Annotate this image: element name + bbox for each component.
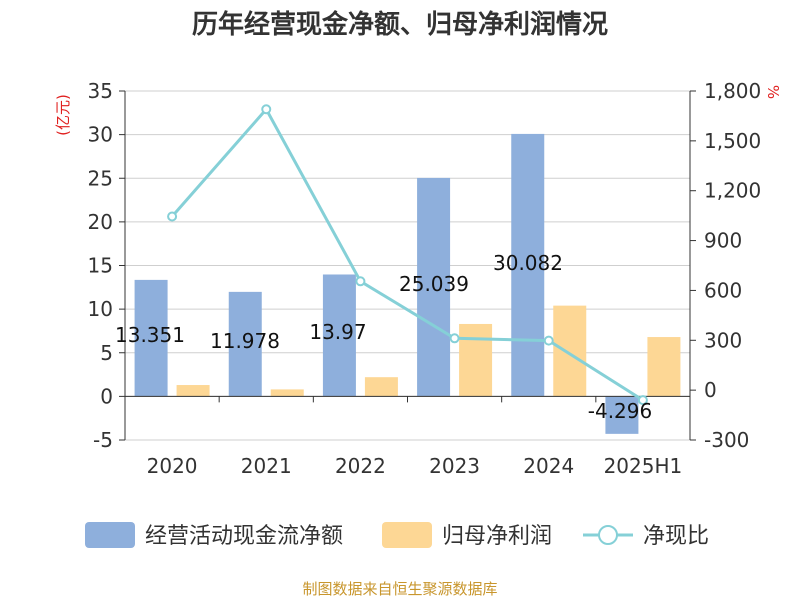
data-labels: 13.351 11.978 13.97 25.039 30.082 -4.296 bbox=[115, 251, 652, 423]
ratio-line-series bbox=[167, 104, 648, 406]
cash-flow-bar bbox=[417, 177, 451, 397]
left-tick-label: 5 bbox=[100, 341, 113, 365]
chart-title: 历年经营现金净额、归母净利润情况 bbox=[192, 9, 608, 40]
x-tick-label: 2023 bbox=[429, 454, 480, 478]
ratio-point bbox=[355, 276, 366, 287]
left-axis-ticks: -5 0 5 10 15 20 25 30 35 bbox=[88, 79, 125, 452]
legend: 经营活动现金流净额 归母净利润 净现比 bbox=[85, 522, 709, 549]
left-axis-unit: (亿元) bbox=[54, 94, 72, 136]
ratio-line bbox=[170, 106, 644, 402]
left-tick-label: 25 bbox=[88, 166, 113, 190]
right-tick-label: -300 bbox=[704, 428, 749, 452]
x-tick-label: 2021 bbox=[241, 454, 292, 478]
right-tick-label: 900 bbox=[704, 229, 742, 253]
cash-flow-data-label: 11.978 bbox=[210, 329, 280, 353]
net-profit-bar bbox=[459, 323, 493, 397]
legend-swatch-cash-flow bbox=[85, 522, 135, 548]
right-tick-label: 1,500 bbox=[704, 129, 761, 153]
right-tick-label: 1,800 bbox=[704, 79, 761, 103]
ratio-point bbox=[449, 333, 460, 344]
cash-flow-data-label: 30.082 bbox=[493, 251, 563, 275]
legend-label-cash-flow: 经营活动现金流净额 bbox=[145, 524, 343, 549]
left-tick-label: -5 bbox=[93, 428, 113, 452]
x-axis-ticks: 2020 2021 2022 2023 2024 2025H1 bbox=[124, 396, 691, 478]
right-axis-ticks: -300 0 300 600 900 1,200 1,500 1,800 bbox=[690, 79, 761, 452]
right-tick-label: 300 bbox=[704, 328, 742, 352]
net-profit-bar bbox=[176, 385, 210, 397]
bars bbox=[134, 133, 681, 434]
ratio-point bbox=[543, 335, 554, 346]
right-tick-label: 1,200 bbox=[704, 179, 761, 203]
x-tick-label: 2022 bbox=[335, 454, 386, 478]
x-tick-label: 2024 bbox=[523, 454, 574, 478]
left-tick-label: 0 bbox=[100, 384, 113, 408]
cash-flow-bar bbox=[228, 291, 262, 397]
cash-flow-data-label: 13.97 bbox=[309, 320, 366, 344]
net-profit-bar bbox=[364, 377, 398, 397]
net-profit-bar bbox=[553, 305, 587, 397]
ratio-point bbox=[261, 104, 272, 115]
cash-flow-bar bbox=[605, 396, 639, 434]
ratio-point bbox=[637, 395, 648, 406]
cash-flow-bar bbox=[511, 133, 545, 397]
legend-marker-ratio bbox=[598, 525, 618, 545]
ratio-point bbox=[167, 211, 178, 222]
cash-flow-bar bbox=[322, 274, 356, 397]
right-tick-label: 0 bbox=[704, 378, 717, 402]
x-tick-label: 2025H1 bbox=[604, 454, 683, 478]
left-tick-label: 35 bbox=[88, 79, 113, 103]
x-tick-label: 2020 bbox=[147, 454, 198, 478]
net-profit-bar bbox=[647, 337, 681, 397]
left-tick-label: 30 bbox=[88, 123, 113, 147]
grid bbox=[125, 90, 690, 441]
net-profit-bar bbox=[270, 389, 304, 397]
left-tick-label: 15 bbox=[88, 254, 113, 278]
cash-flow-data-label: 13.351 bbox=[115, 323, 185, 347]
legend-label-ratio: 净现比 bbox=[643, 524, 709, 549]
right-tick-label: 600 bbox=[704, 278, 742, 302]
cash-flow-bar bbox=[134, 279, 168, 397]
legend-label-net-profit: 归母净利润 bbox=[442, 524, 552, 549]
legend-swatch-net-profit bbox=[382, 522, 432, 548]
cash-flow-data-label: 25.039 bbox=[399, 272, 469, 296]
left-tick-label: 10 bbox=[88, 297, 113, 321]
right-axis-unit: % bbox=[764, 85, 782, 99]
left-tick-label: 20 bbox=[88, 210, 113, 234]
cash-flow-data-label: -4.296 bbox=[588, 399, 652, 423]
source-text: 制图数据来自恒生聚源数据库 bbox=[302, 580, 497, 598]
